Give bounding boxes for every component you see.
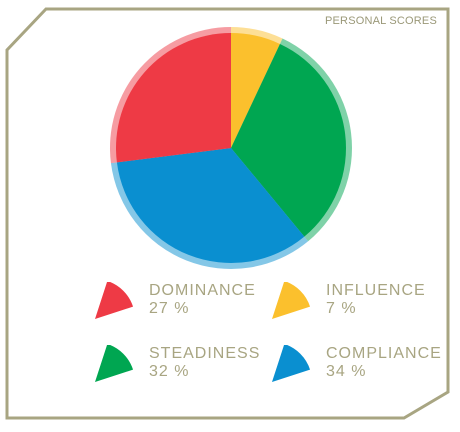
legend-label: COMPLIANCE (326, 345, 442, 362)
legend-label: STEADINESS (149, 345, 261, 362)
legend-wedge (272, 345, 311, 382)
panel-title: PERSONAL SCORES (324, 15, 437, 27)
legend-percent: 32 % (149, 363, 190, 380)
legend-percent: 27 % (149, 300, 190, 317)
legend-wedge (95, 345, 134, 382)
legend-item-dominance: DOMINANCE 27 % (92, 282, 272, 332)
pie-wedge-icon (95, 345, 134, 382)
pie-slice-compliance (116, 148, 305, 263)
legend-label: INFLUENCE (326, 282, 426, 299)
legend-item-steadiness: STEADINESS 32 % (92, 345, 272, 395)
pie-wedge-icon (95, 282, 134, 319)
legend-percent: 34 % (326, 363, 367, 380)
legend-item-influence: INFLUENCE 7 % (269, 282, 449, 332)
pie-slice-influence (231, 33, 280, 148)
legend-label: DOMINANCE (149, 282, 256, 299)
pie-wedge-icon (272, 345, 311, 382)
pie-slice-steadiness (231, 43, 347, 237)
pie-wedge-icon (272, 282, 311, 319)
legend-wedge (95, 282, 134, 319)
pie-slice-dominance (116, 33, 231, 163)
legend-item-compliance: COMPLIANCE 34 % (269, 345, 449, 395)
legend-wedge (272, 282, 311, 319)
legend-percent: 7 % (326, 300, 357, 317)
